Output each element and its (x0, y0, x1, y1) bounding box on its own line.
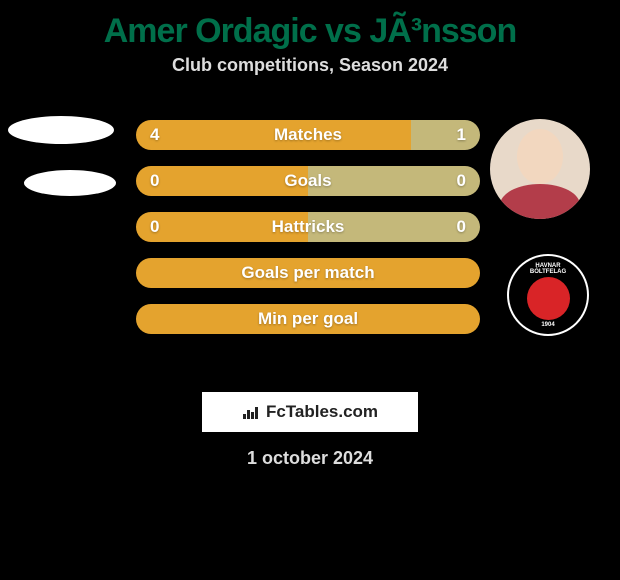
segment-player2 (308, 212, 480, 242)
stat-row: Matches41 (136, 120, 480, 150)
date-line: 1 october 2024 (0, 448, 620, 469)
badge-inner-circle (527, 277, 570, 320)
brand-suffix: Tables.com (286, 402, 378, 421)
avatar-head (517, 129, 563, 184)
segment-player1 (136, 166, 308, 196)
segment-player1 (136, 258, 480, 288)
stat-rows: Matches41 Goals00 Hattricks00 Goals per mat… (136, 120, 480, 350)
player2-avatar (490, 119, 590, 219)
brand-text: FcTables.com (266, 402, 378, 422)
badge-text-top2: BÓLTFELAG (530, 269, 566, 275)
segment-player1 (136, 120, 411, 150)
bar-chart-icon (242, 404, 262, 420)
stat-row: Goals00 (136, 166, 480, 196)
subtitle: Club competitions, Season 2024 (0, 55, 620, 76)
player2-team-badge: HAVNAR BÓLTFELAG 1904 (505, 252, 591, 338)
segment-player2 (411, 120, 480, 150)
segment-player2 (308, 166, 480, 196)
page-title: Amer Ordagic vs JÃ³nsson (0, 12, 620, 51)
comparison-chart: HAVNAR BÓLTFELAG 1904 Matches41 Goals00 Ha… (0, 104, 620, 364)
stat-row: Goals per match (136, 258, 480, 288)
avatar-body (500, 184, 580, 219)
player1-avatar-placeholder (8, 116, 114, 144)
badge-ring: HAVNAR BÓLTFELAG 1904 (509, 256, 587, 334)
badge-year: 1904 (541, 322, 554, 328)
segment-player1 (136, 304, 480, 334)
stat-row: Min per goal (136, 304, 480, 334)
brand-logo: FcTables.com (242, 402, 378, 422)
segment-player1 (136, 212, 308, 242)
stat-row: Hattricks00 (136, 212, 480, 242)
brand-box: FcTables.com (202, 392, 418, 432)
player1-team-placeholder (24, 170, 116, 196)
brand-prefix: Fc (266, 402, 286, 421)
